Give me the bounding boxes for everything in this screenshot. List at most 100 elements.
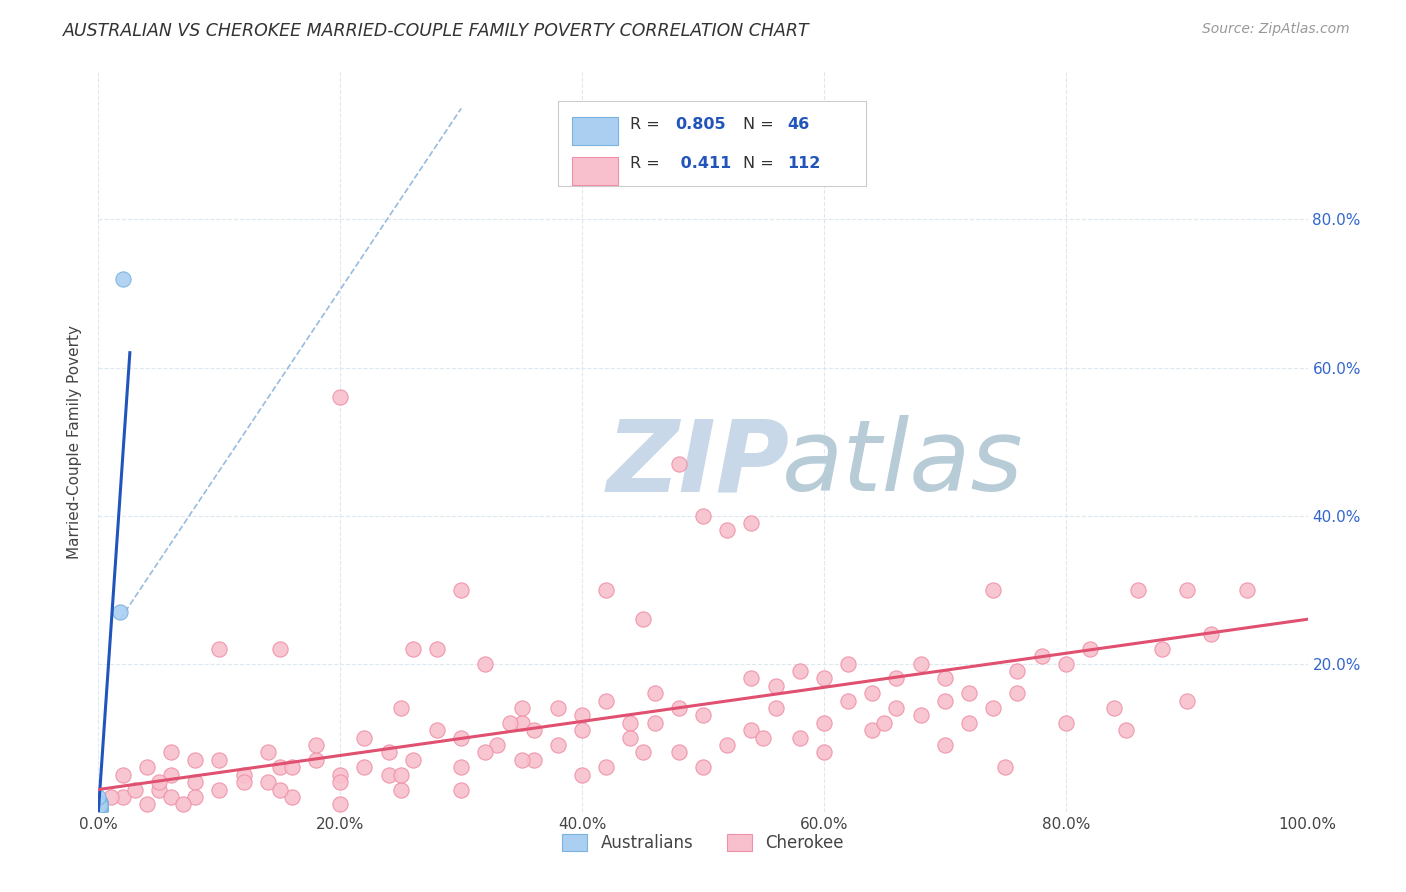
- Point: [474, 657, 496, 671]
- Point: [934, 672, 956, 686]
- Point: [353, 731, 375, 745]
- Point: [837, 694, 859, 708]
- Point: [426, 723, 449, 738]
- Point: [450, 782, 472, 797]
- Point: [148, 782, 170, 797]
- Point: [981, 582, 1004, 597]
- Point: [89, 801, 111, 815]
- Point: [89, 802, 111, 816]
- Text: 46: 46: [787, 117, 810, 132]
- Point: [450, 760, 472, 774]
- Point: [329, 390, 352, 404]
- Point: [644, 686, 666, 700]
- Point: [208, 753, 231, 767]
- Point: [668, 701, 690, 715]
- Point: [402, 641, 425, 656]
- Point: [89, 797, 111, 812]
- Point: [89, 799, 111, 814]
- Point: [89, 795, 111, 809]
- Point: [89, 796, 111, 810]
- Point: [1054, 657, 1077, 671]
- Point: [87, 798, 110, 813]
- Point: [87, 798, 110, 813]
- Point: [692, 760, 714, 774]
- Point: [910, 708, 932, 723]
- Point: [450, 731, 472, 745]
- Point: [510, 715, 533, 730]
- Point: [619, 731, 641, 745]
- Point: [124, 782, 146, 797]
- FancyBboxPatch shape: [558, 101, 866, 186]
- Point: [389, 767, 412, 781]
- Point: [353, 760, 375, 774]
- Point: [108, 605, 131, 619]
- Point: [1236, 582, 1258, 597]
- Point: [692, 508, 714, 523]
- Point: [160, 746, 183, 760]
- Y-axis label: Married-Couple Family Poverty: Married-Couple Family Poverty: [67, 325, 83, 558]
- Point: [208, 782, 231, 797]
- Point: [752, 731, 775, 745]
- Bar: [572, 117, 619, 145]
- Point: [1007, 664, 1029, 678]
- Point: [89, 801, 111, 815]
- Point: [160, 789, 183, 804]
- Point: [89, 798, 111, 813]
- Point: [89, 801, 111, 815]
- Point: [329, 797, 352, 812]
- Point: [547, 701, 569, 715]
- Point: [1152, 641, 1174, 656]
- Point: [87, 801, 110, 815]
- Point: [789, 731, 811, 745]
- Point: [1199, 627, 1222, 641]
- Point: [232, 767, 254, 781]
- Text: AUSTRALIAN VS CHEROKEE MARRIED-COUPLE FAMILY POVERTY CORRELATION CHART: AUSTRALIAN VS CHEROKEE MARRIED-COUPLE FA…: [63, 22, 810, 40]
- Point: [89, 802, 111, 816]
- Point: [644, 715, 666, 730]
- Point: [789, 664, 811, 678]
- Point: [89, 799, 111, 814]
- Point: [148, 775, 170, 789]
- Point: [89, 797, 111, 811]
- Point: [498, 715, 520, 730]
- Point: [184, 753, 207, 767]
- Point: [269, 782, 291, 797]
- Point: [377, 767, 399, 781]
- Text: 0.411: 0.411: [675, 156, 731, 171]
- Point: [1175, 694, 1198, 708]
- Point: [87, 800, 110, 814]
- Point: [87, 801, 110, 815]
- Point: [716, 524, 738, 538]
- Point: [329, 775, 352, 789]
- Point: [87, 803, 110, 817]
- Point: [740, 723, 762, 738]
- Point: [1054, 715, 1077, 730]
- Point: [269, 641, 291, 656]
- Point: [402, 753, 425, 767]
- Point: [184, 775, 207, 789]
- Point: [89, 803, 111, 817]
- Point: [389, 782, 412, 797]
- Point: [813, 672, 835, 686]
- Point: [910, 657, 932, 671]
- Point: [305, 753, 328, 767]
- Point: [934, 694, 956, 708]
- Point: [89, 803, 111, 817]
- Point: [837, 657, 859, 671]
- Point: [111, 767, 134, 781]
- Point: [595, 694, 617, 708]
- Text: atlas: atlas: [782, 416, 1024, 512]
- Point: [765, 701, 787, 715]
- Point: [89, 803, 111, 817]
- Point: [510, 701, 533, 715]
- Point: [873, 715, 896, 730]
- Point: [994, 760, 1017, 774]
- Point: [981, 701, 1004, 715]
- Point: [89, 801, 111, 815]
- Point: [281, 760, 304, 774]
- Point: [813, 715, 835, 730]
- Point: [184, 789, 207, 804]
- Point: [89, 799, 111, 814]
- Point: [160, 767, 183, 781]
- Point: [934, 738, 956, 752]
